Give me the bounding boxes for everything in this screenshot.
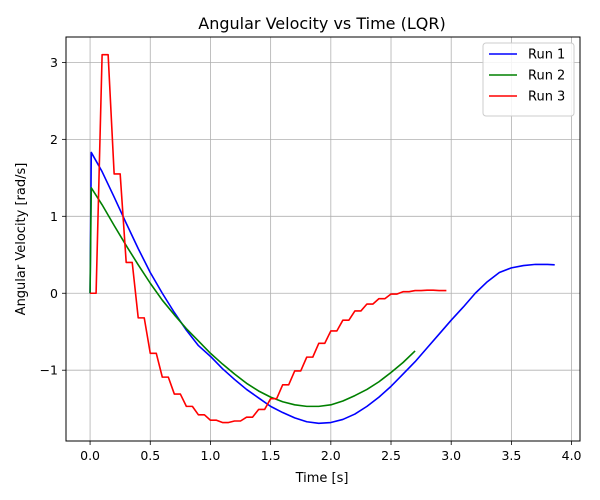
y-tick-label: 2 [50, 132, 58, 147]
y-tick-label: 3 [50, 55, 58, 70]
y-tick-label: 0 [50, 286, 58, 301]
y-tick-label: 1 [50, 209, 58, 224]
x-axis-ticks: 0.0 0.5 1.0 1.5 2.0 2.5 3.0 3.5 4.0 [80, 441, 582, 463]
legend: Run 1 Run 2 Run 3 [482, 42, 575, 117]
x-tick-label: 0.5 [140, 448, 160, 463]
x-tick-label: 4.0 [562, 448, 582, 463]
series-line-1 [89, 151, 555, 425]
plot-series [89, 53, 555, 425]
x-tick-label: 3.5 [501, 448, 521, 463]
series-line-3 [90, 53, 447, 424]
series-line-2 [89, 187, 416, 408]
chart-title: Angular Velocity vs Time (LQR) [198, 14, 445, 33]
x-tick-label: 1.0 [201, 448, 221, 463]
plot-frame [65, 36, 581, 442]
y-tick-label: −1 [40, 363, 58, 378]
legend-box [482, 42, 575, 117]
x-tick-label: 3.0 [441, 448, 461, 463]
x-tick-label: 2.5 [381, 448, 401, 463]
x-tick-label: 0.0 [80, 448, 100, 463]
y-axis-ticks: −1 0 1 2 3 [40, 55, 66, 378]
x-tick-label: 1.5 [261, 448, 281, 463]
legend-label: Run 2 [528, 69, 565, 84]
legend-label: Run 1 [528, 48, 565, 63]
x-tick-label: 2.0 [321, 448, 341, 463]
x-axis-title: Time [s] [295, 471, 349, 486]
legend-label: Run 3 [528, 90, 565, 105]
y-axis-title: Angular Velocity [rad/s] [14, 163, 29, 316]
